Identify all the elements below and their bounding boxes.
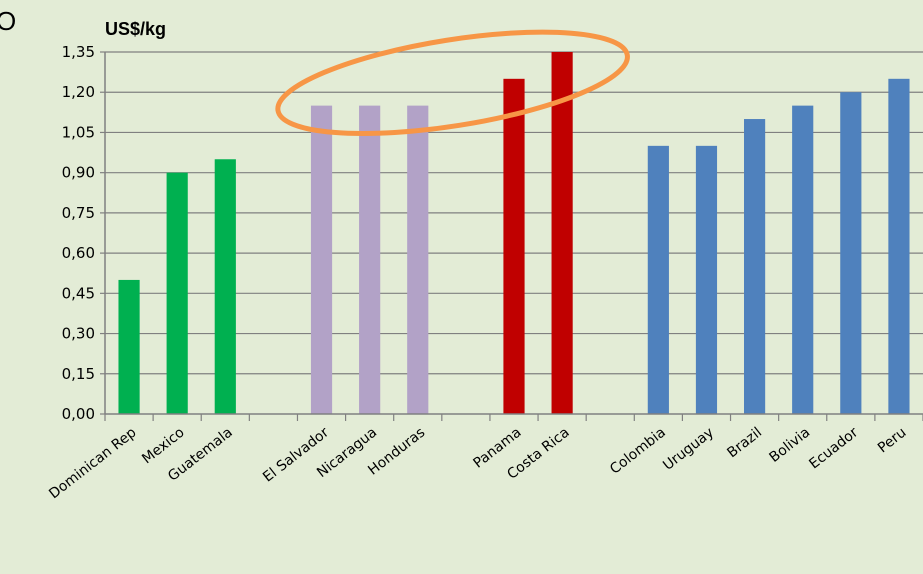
highlight-ellipse <box>275 29 630 137</box>
bars <box>118 52 910 414</box>
y-tick-labels: 0,00 0,15 0,30 0,45 0,60 0,75 0,90 1,05 1,20 1,35 <box>62 43 95 423</box>
bar <box>744 119 766 414</box>
y-tick-label: 0,90 <box>62 164 95 182</box>
bar <box>840 92 862 414</box>
corner-letter: O <box>0 6 16 36</box>
y-axis-unit-label: US$/kg <box>105 19 166 39</box>
category-label: Uruguay <box>660 425 717 474</box>
bar <box>888 78 910 414</box>
bar <box>407 105 429 414</box>
bar <box>166 172 188 414</box>
bar <box>551 52 573 414</box>
bar <box>359 105 381 414</box>
y-tick-label: 0,45 <box>62 284 95 302</box>
category-label: Ecuador <box>806 424 861 472</box>
bar <box>792 105 814 414</box>
category-label: Peru <box>875 425 909 457</box>
category-label: Brazil <box>724 425 765 462</box>
y-tick-label: 0,00 <box>62 405 95 423</box>
bar <box>118 279 140 414</box>
bar <box>310 105 333 414</box>
bar <box>695 145 718 414</box>
y-tick-label: 0,30 <box>62 325 95 343</box>
y-tick-label: 0,60 <box>62 244 95 262</box>
bar <box>214 159 236 414</box>
category-label: Dominican Rep <box>46 424 139 502</box>
y-tick-label: 0,75 <box>62 204 95 222</box>
y-tick-label: 0,15 <box>62 365 95 383</box>
y-tick-label: 1,35 <box>62 43 95 61</box>
category-label: Colombia <box>607 425 669 478</box>
bar <box>503 78 525 414</box>
highlight-ellipse-shape <box>275 29 630 137</box>
bar <box>647 145 669 414</box>
x-axis <box>104 52 923 421</box>
y-tick-label: 1,20 <box>62 83 95 101</box>
y-tick-label: 1,05 <box>62 123 95 141</box>
